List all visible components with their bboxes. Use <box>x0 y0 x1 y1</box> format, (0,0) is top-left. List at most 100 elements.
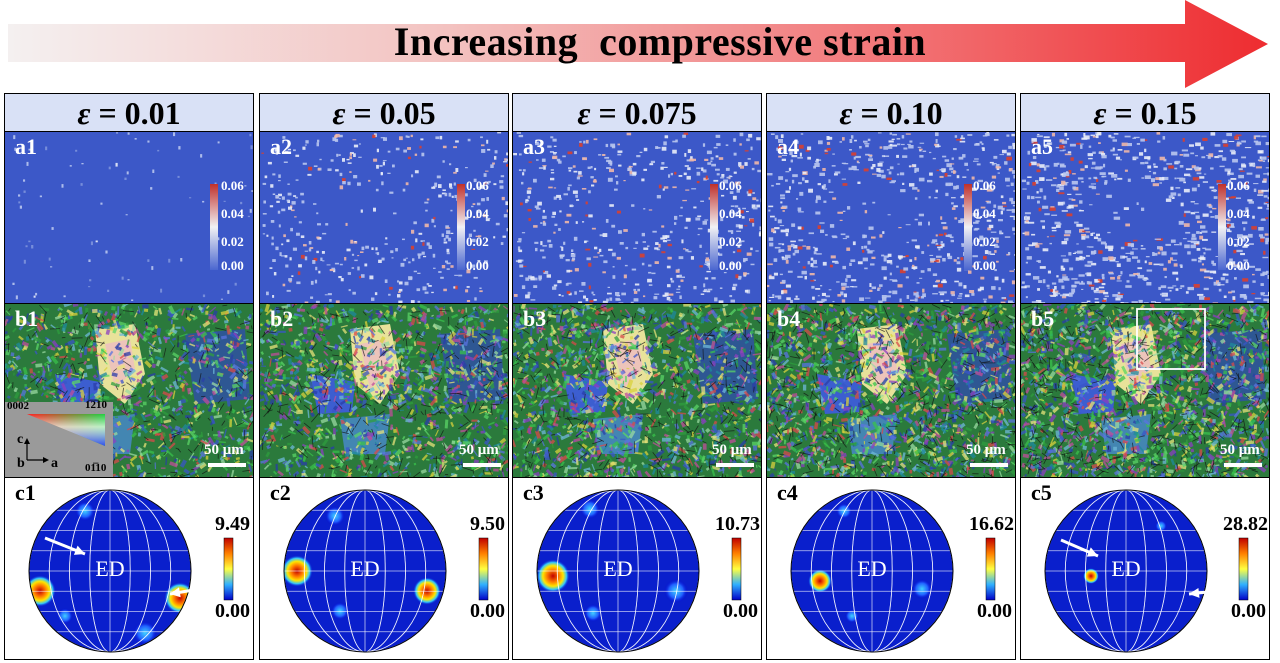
ipf-map <box>513 304 761 477</box>
colorbar-tick: 0.04 <box>1227 206 1250 221</box>
colorbar-tick: 0.06 <box>1227 178 1250 193</box>
strain-column: ε = 0.075 a3 0.06 0.04 0.02 0.00 b3 50 μm c3 ED 10… <box>512 93 762 660</box>
pole-figure-direction-label: ED <box>857 556 887 581</box>
colorbar-tick: 0.02 <box>719 234 742 249</box>
epsilon-symbol: ε <box>577 95 591 131</box>
pole-figure-direction-label: ED <box>1111 556 1141 581</box>
pole-figure-direction-label: ED <box>95 556 125 581</box>
epsilon-symbol: ε <box>332 95 346 131</box>
strain-header: ε = 0.10 <box>767 94 1015 132</box>
ipf-color-legend: 0002 1̅2̅10 01̅10 c b a <box>5 399 113 477</box>
axis-a-label: a <box>51 456 58 471</box>
pole-figure-min: 0.00 <box>1231 600 1266 622</box>
pole-figure <box>536 489 742 653</box>
ipf-triangle <box>24 414 105 463</box>
strain-arrow-banner: Increasing compressive strain <box>0 0 1280 92</box>
pole-figure-panel: c3 ED 10.73 0.00 <box>513 478 761 658</box>
pole-figure-panel: c2 ED 9.50 0.00 <box>260 478 508 658</box>
colorbar-tick: 0.00 <box>973 258 996 273</box>
strain-map <box>767 132 1015 303</box>
epsilon-symbol: ε <box>839 95 853 131</box>
scalebar-label: 50 μm <box>966 442 1006 458</box>
ipf-map <box>1021 304 1269 477</box>
strain-column: ε = 0.05 a2 0.06 0.04 0.02 0.00 b2 50 μm c2 ED 9.5… <box>259 93 509 660</box>
strain-header: ε = 0.01 <box>5 94 253 132</box>
pole-figure <box>790 489 996 653</box>
strain-value: = 0.075 <box>590 95 697 131</box>
colorbar-tick: 0.06 <box>221 178 244 193</box>
panel-label-a: a4 <box>777 134 799 159</box>
scalebar-label: 50 μm <box>1220 442 1260 458</box>
pole-figure <box>1044 489 1249 653</box>
strain-map-panel: a2 0.06 0.04 0.02 0.00 <box>260 132 508 304</box>
panel-label-a: a5 <box>1031 134 1053 159</box>
panel-label-c: c2 <box>270 480 291 505</box>
panel-label-a: a1 <box>15 134 37 159</box>
epsilon-symbol: ε <box>1093 95 1107 131</box>
ipf-map-panel: b4 50 μm <box>767 304 1015 478</box>
pole-figure-max: 9.49 <box>215 513 250 535</box>
panel-label-c: c1 <box>15 480 36 505</box>
colorbar-tick: 0.04 <box>719 206 742 221</box>
strain-arrow-icon <box>8 0 1268 88</box>
colorbar-tick: 0.04 <box>466 206 489 221</box>
panel-label-b: b1 <box>15 306 39 331</box>
strain-map <box>1021 132 1269 303</box>
pole-figure-min: 0.00 <box>723 600 758 622</box>
pole-figure-max: 10.73 <box>715 513 760 535</box>
pole-figure-min: 0.00 <box>215 600 250 622</box>
banner-title: Increasing compressive strain <box>393 19 927 64</box>
scalebar <box>463 463 501 467</box>
colorbar-tick: 0.06 <box>973 178 996 193</box>
strain-value: = 0.15 <box>1106 95 1197 131</box>
pole-figure <box>283 489 489 653</box>
colorbar-tick: 0.04 <box>221 206 244 221</box>
panel-label-b: b3 <box>523 306 547 331</box>
axis-b-label: b <box>17 456 25 471</box>
pole-figure-min: 0.00 <box>977 600 1012 622</box>
strain-column: ε = 0.10 a4 0.06 0.04 0.02 0.00 b4 50 μm c4 ED 16.… <box>766 93 1016 660</box>
strain-map <box>260 132 508 303</box>
panel-label-b: b2 <box>270 306 294 331</box>
strain-value: = 0.10 <box>852 95 943 131</box>
colorbar-tick: 0.06 <box>466 178 489 193</box>
panel-label-b: b4 <box>777 306 801 331</box>
ipf-0002-label: 0002 <box>7 400 29 412</box>
strain-map-panel: a5 0.06 0.04 0.02 0.00 <box>1021 132 1269 304</box>
pole-figure-max: 16.62 <box>969 513 1014 535</box>
strain-header: ε = 0.05 <box>260 94 508 132</box>
pole-figure <box>28 489 234 653</box>
strain-map <box>513 132 761 303</box>
pole-figure-panel: c4 ED 16.62 0.00 <box>767 478 1015 658</box>
strain-column: ε = 0.15 a5 0.06 0.04 0.02 0.00 b5 50 μm c5 ED 28.… <box>1020 93 1270 660</box>
panel-label-c: c5 <box>1031 480 1052 505</box>
colorbar-tick: 0.02 <box>221 234 244 249</box>
strain-map-panel: a1 0.06 0.04 0.02 0.00 <box>5 132 253 304</box>
strain-header: ε = 0.15 <box>1021 94 1269 132</box>
strain-map <box>5 132 253 303</box>
axis-c-label: c <box>17 432 24 447</box>
pole-figure-direction-label: ED <box>350 556 380 581</box>
colorbar-tick: 0.02 <box>973 234 996 249</box>
scalebar-label: 50 μm <box>712 442 752 458</box>
scalebar-label: 50 μm <box>204 442 244 458</box>
ipf-map <box>767 304 1015 477</box>
strain-value: = 0.01 <box>90 95 181 131</box>
colorbar-tick: 0.00 <box>719 258 742 273</box>
colorbar-tick: 0.04 <box>973 206 996 221</box>
colorbar-tick: 0.00 <box>1227 258 1250 273</box>
ipf-map-panel: b2 50 μm <box>260 304 508 478</box>
panel-label-a: a3 <box>523 134 545 159</box>
ipf-map-panel: b3 50 μm <box>513 304 761 478</box>
strain-map-panel: a4 0.06 0.04 0.02 0.00 <box>767 132 1015 304</box>
pole-figure-direction-label: ED <box>603 556 633 581</box>
ipf-map-panel: b1 50 μm 0002 1̅2̅10 01̅10 c b a <box>5 304 253 478</box>
panel-label-b: b5 <box>1031 306 1055 331</box>
panel-label-c: c3 <box>523 480 544 505</box>
scalebar <box>970 463 1008 467</box>
epsilon-symbol: ε <box>77 95 91 131</box>
strain-header: ε = 0.075 <box>513 94 761 132</box>
scalebar-label: 50 μm <box>459 442 499 458</box>
strain-value: = 0.05 <box>345 95 436 131</box>
ipf-map <box>260 304 508 477</box>
